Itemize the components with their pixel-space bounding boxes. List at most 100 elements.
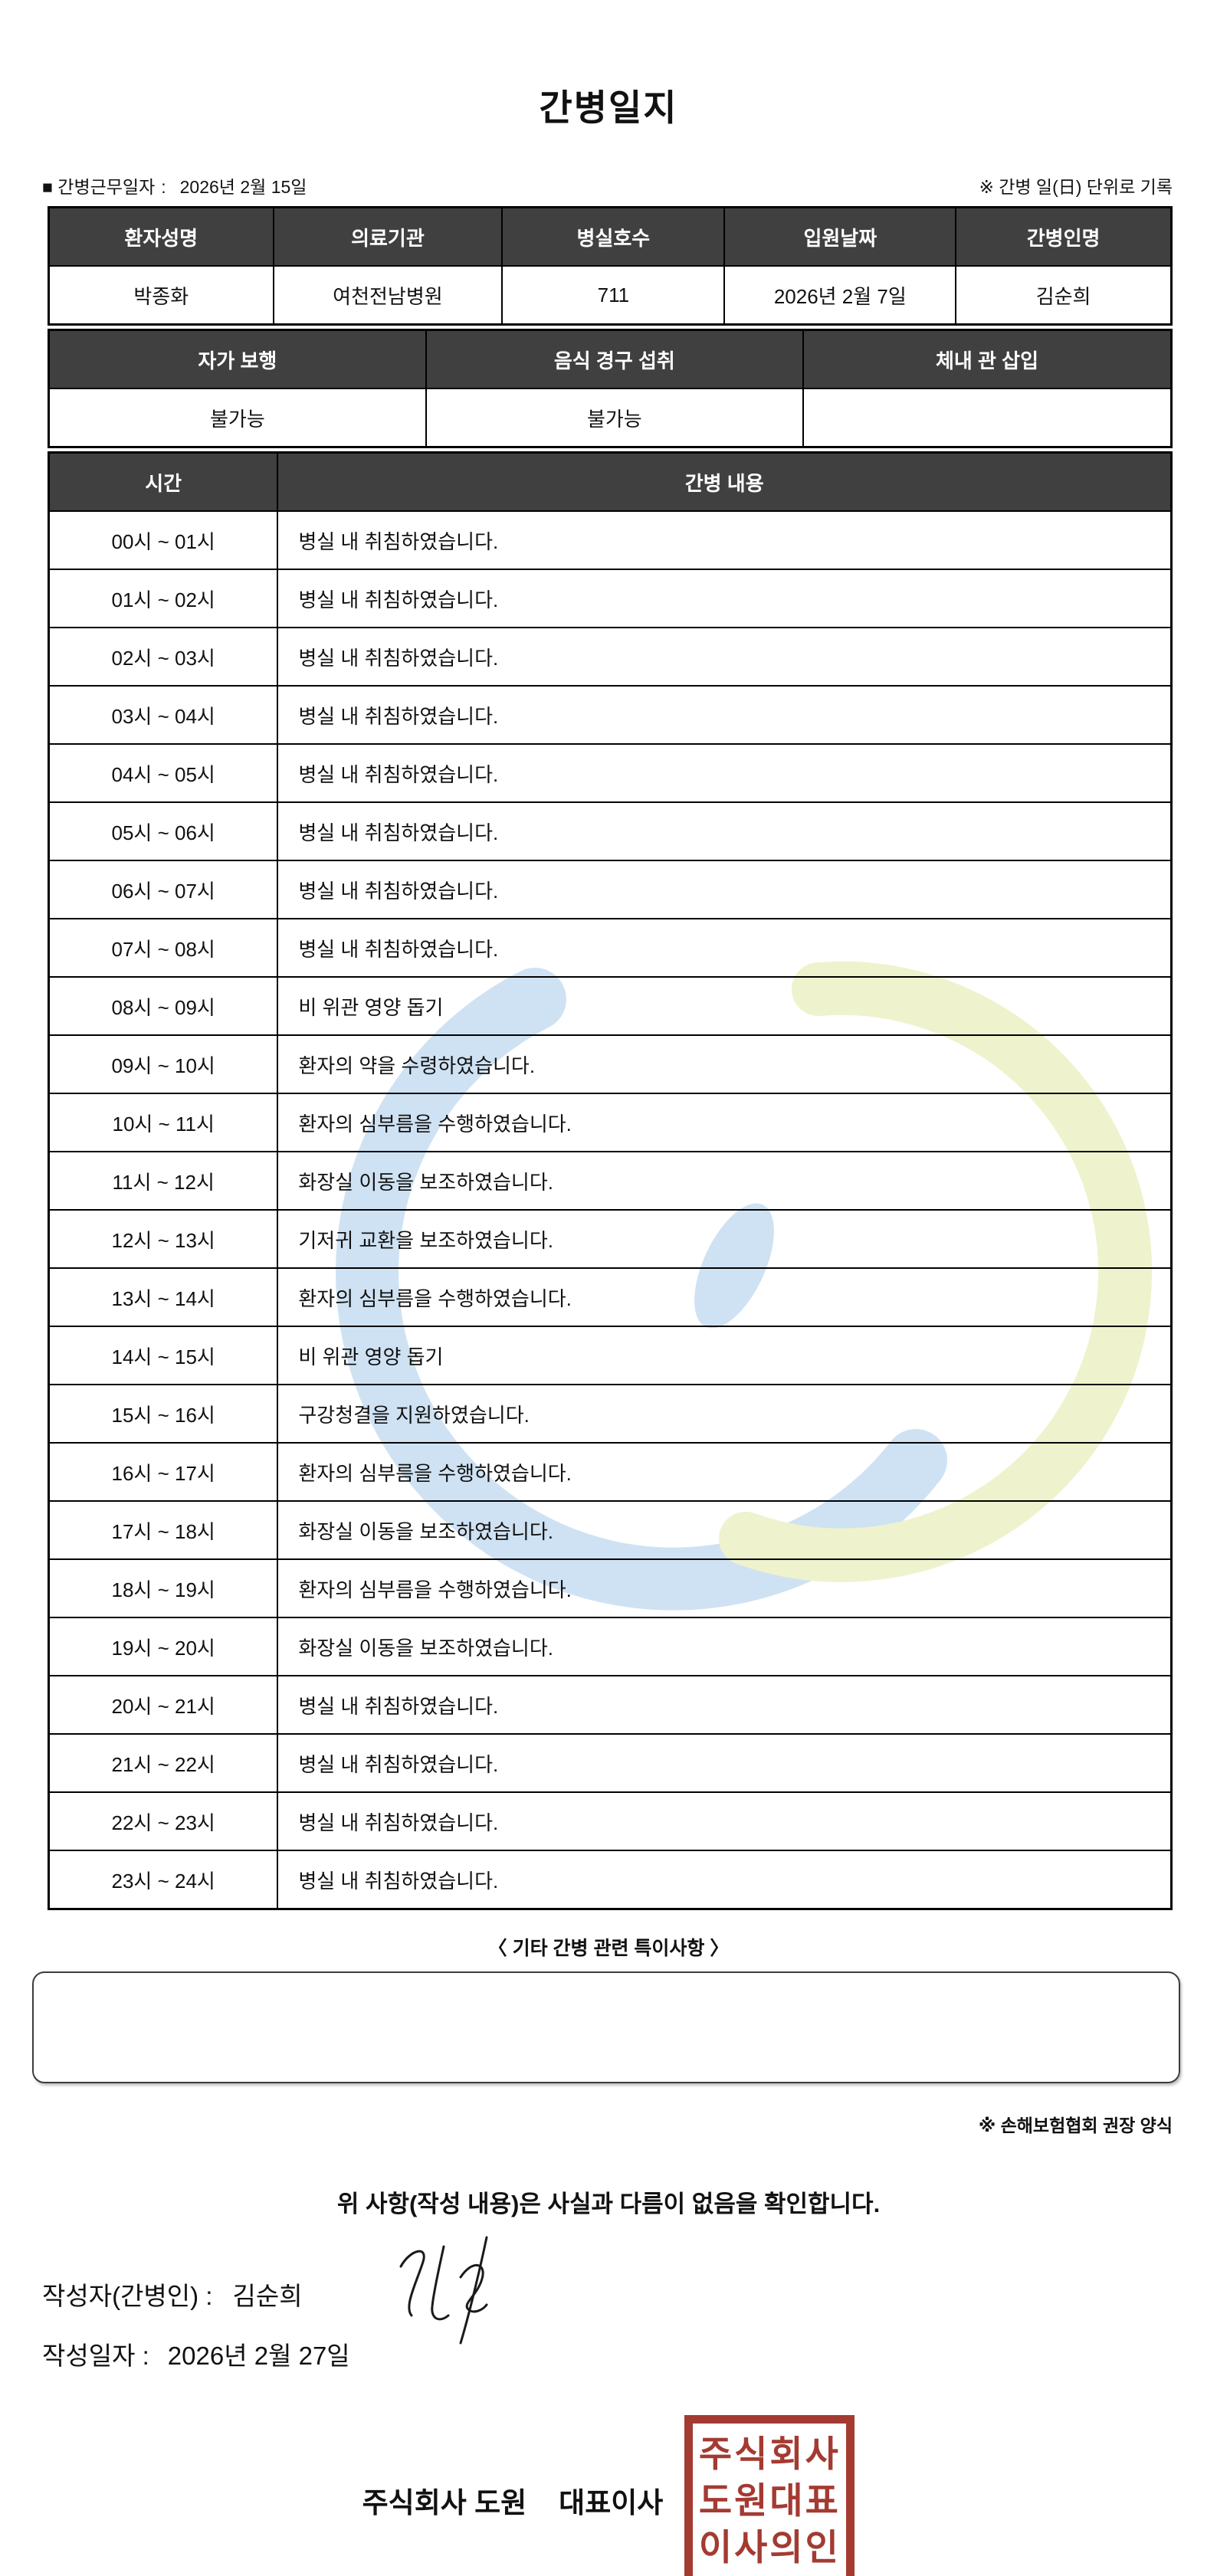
log-row: 11시 ~ 12시 화장실 이동을 보조하였습니다. [48,1151,1173,1211]
log-time: 20시 ~ 21시 [48,1675,279,1735]
meta-row: ■ 간병근무일자:2026년 2월 15일 ※ 간병 일(日) 단위로 기록 [42,172,1173,198]
header-caregiver-name: 간병인명 [955,206,1173,267]
log-time: 17시 ~ 18시 [48,1500,279,1560]
log-content: 병실 내 취침하였습니다. [277,860,1173,919]
header-tube-insertion: 체내 관 삽입 [802,329,1173,389]
log-time: 02시 ~ 03시 [48,627,279,687]
document-title: 간병일지 [539,87,678,128]
recording-unit-note: ※ 간병 일(日) 단위로 기록 [979,177,1173,197]
care-work-date-line: ■ 간병근무일자:2026년 2월 15일 [42,172,313,198]
log-time: 07시 ~ 08시 [48,918,279,978]
log-row: 05시 ~ 06시 병실 내 취침하였습니다. [48,801,1173,861]
log-time: 04시 ~ 05시 [48,743,279,803]
log-row: 03시 ~ 04시 병실 내 취침하였습니다. [48,685,1173,745]
room-number: 711 [501,265,726,326]
log-time: 10시 ~ 11시 [48,1093,279,1152]
log-time: 00시 ~ 01시 [48,510,279,570]
header-room-number: 병실호수 [501,206,726,267]
log-row: 04시 ~ 05시 병실 내 취침하였습니다. [48,743,1173,803]
log-time: 21시 ~ 22시 [48,1733,279,1793]
condition-header-row: 자가 보행 음식 경구 섭취 체내 관 삽입 [48,329,1173,389]
log-row: 02시 ~ 03시 병실 내 취침하였습니다. [48,627,1173,687]
log-content: 환자의 심부름을 수행하였습니다. [277,1558,1173,1618]
patient-name: 박종화 [48,265,274,326]
admission-date: 2026년 2월 7일 [723,265,957,326]
log-row: 08시 ~ 09시 비 위관 영양 돕기 [48,976,1173,1036]
log-time: 03시 ~ 04시 [48,685,279,745]
log-content: 병실 내 취침하였습니다. [277,1850,1173,1910]
self-walking-value: 불가능 [48,388,427,448]
log-content: 병실 내 취침하였습니다. [277,1733,1173,1793]
log-content: 화장실 이동을 보조하였습니다. [277,1500,1173,1560]
log-content: 환자의 심부름을 수행하였습니다. [277,1442,1173,1502]
log-content: 병실 내 취침하였습니다. [277,743,1173,803]
log-time: 09시 ~ 10시 [48,1034,279,1094]
medical-institution: 여천전남병원 [272,265,504,326]
care-log-table: 시간 간병 내용 00시 ~ 01시 병실 내 취침하였습니다. 01시 ~ 02… [48,451,1173,1910]
log-content: 병실 내 취침하였습니다. [277,918,1173,978]
log-time: 08시 ~ 09시 [48,976,279,1036]
corporate-seal-stamp: 주식회사 도원대표 이사의인 [684,2415,855,2576]
log-time: 05시 ~ 06시 [48,801,279,861]
log-row: 12시 ~ 13시 기저귀 교환을 보조하였습니다. [48,1209,1173,1269]
tube-insertion-value [802,388,1173,448]
oral-intake-value: 불가능 [425,388,804,448]
stamp-line: 주식회사 [698,2433,841,2474]
log-row: 21시 ~ 22시 병실 내 취침하였습니다. [48,1733,1173,1793]
header-medical-institution: 의료기관 [272,206,504,267]
writer-name: 김순희 [232,2282,303,2310]
log-row: 13시 ~ 14시 환자의 심부름을 수행하였습니다. [48,1267,1173,1327]
log-content: 화장실 이동을 보조하였습니다. [277,1617,1173,1676]
log-content: 기저귀 교환을 보조하였습니다. [277,1209,1173,1269]
written-date-value: 2026년 2월 27일 [167,2342,350,2370]
log-row: 18시 ~ 19시 환자의 심부름을 수행하였습니다. [48,1558,1173,1618]
log-row: 09시 ~ 10시 환자의 약을 수령하였습니다. [48,1034,1173,1094]
log-row: 19시 ~ 20시 화장실 이동을 보조하였습니다. [48,1617,1173,1676]
patient-header-row: 환자성명 의료기관 병실호수 입원날짜 간병인명 [48,206,1173,267]
handwritten-signature [399,2236,488,2345]
log-row: 14시 ~ 15시 비 위관 영양 돕기 [48,1326,1173,1385]
header-oral-intake: 음식 경구 섭취 [425,329,804,389]
patient-value-row: 박종화 여천전남병원 711 2026년 2월 7일 김순희 [48,265,1173,326]
log-content: 화장실 이동을 보조하였습니다. [277,1151,1173,1211]
log-content: 비 위관 영양 돕기 [277,976,1173,1036]
header-admission-date: 입원날짜 [723,206,957,267]
log-content: 병실 내 취침하였습니다. [277,801,1173,861]
log-time: 16시 ~ 17시 [48,1442,279,1502]
log-row: 06시 ~ 07시 병실 내 취침하였습니다. [48,860,1173,919]
header-time: 시간 [48,451,279,512]
log-content: 비 위관 영양 돕기 [277,1326,1173,1385]
log-row: 07시 ~ 08시 병실 내 취침하였습니다. [48,918,1173,978]
log-time: 11시 ~ 12시 [48,1151,279,1211]
log-row: 17시 ~ 18시 화장실 이동을 보조하였습니다. [48,1500,1173,1560]
log-time: 22시 ~ 23시 [48,1791,279,1851]
insurance-form-note: ※ 손해보험협회 권장 양식 [978,2116,1173,2135]
log-content: 환자의 약을 수령하였습니다. [277,1034,1173,1094]
log-time: 23시 ~ 24시 [48,1850,279,1910]
log-row: 00시 ~ 01시 병실 내 취침하였습니다. [48,510,1173,570]
special-notes-title: 〈 기타 간병 관련 특이사항 〉 [487,1938,730,1959]
log-time: 15시 ~ 16시 [48,1384,279,1444]
log-row: 22시 ~ 23시 병실 내 취침하였습니다. [48,1791,1173,1851]
log-content: 병실 내 취침하였습니다. [277,569,1173,628]
stamp-line: 도원대표 [698,2479,841,2521]
log-row: 01시 ~ 02시 병실 내 취침하였습니다. [48,569,1173,628]
care-work-date-value: 2026년 2월 15일 [179,177,307,197]
log-time: 19시 ~ 20시 [48,1617,279,1676]
special-notes-box[interactable] [32,1971,1180,2083]
log-content: 병실 내 취침하였습니다. [277,510,1173,570]
company-name: 주식회사 도원 [362,2487,527,2519]
log-row: 23시 ~ 24시 병실 내 취침하였습니다. [48,1850,1173,1910]
company-line: 주식회사 도원 대표이사 [362,2479,664,2521]
log-time: 18시 ~ 19시 [48,1558,279,1618]
log-time: 06시 ~ 07시 [48,860,279,919]
log-time: 13시 ~ 14시 [48,1267,279,1327]
writer-line: 작성자(간병인) : 김순희 [0,2236,1217,2345]
log-row: 10시 ~ 11시 환자의 심부름을 수행하였습니다. [48,1093,1173,1152]
log-content: 병실 내 취침하였습니다. [277,685,1173,745]
log-content: 병실 내 취침하였습니다. [277,1675,1173,1735]
log-row: 15시 ~ 16시 구강청결을 지원하였습니다. [48,1384,1173,1444]
header-self-walking: 자가 보행 [48,329,427,389]
log-content: 병실 내 취침하였습니다. [277,1791,1173,1851]
header-care-content: 간병 내용 [277,451,1173,512]
